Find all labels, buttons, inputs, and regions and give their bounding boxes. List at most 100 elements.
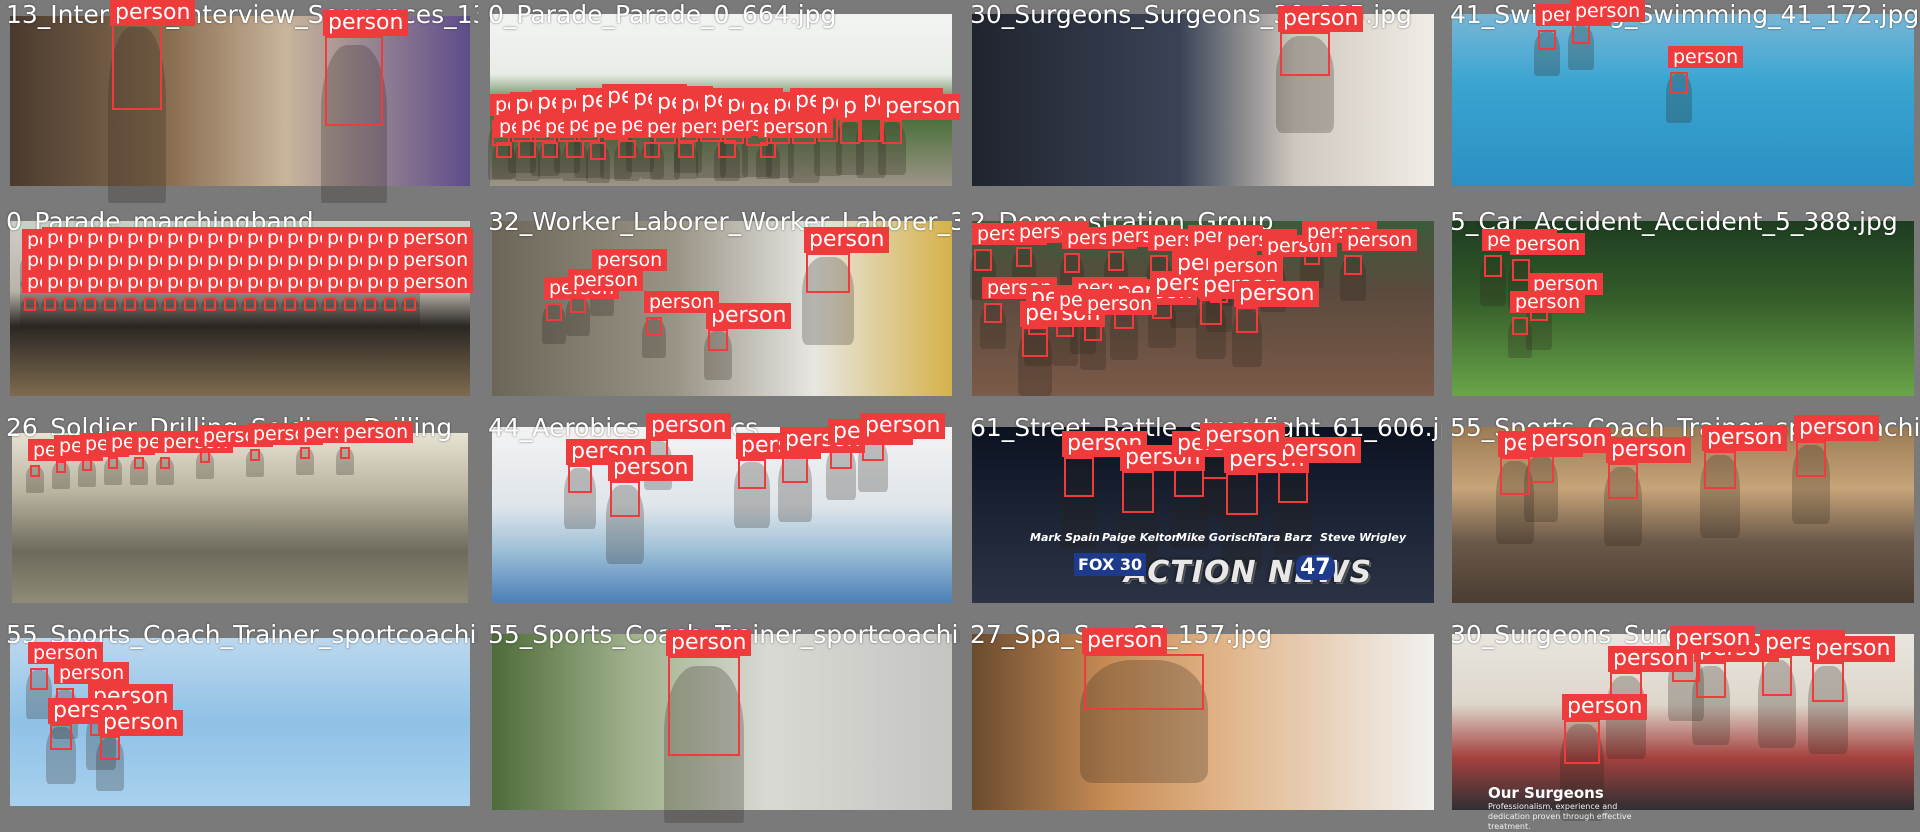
bounding-box (1084, 654, 1204, 710)
bounding-box (100, 736, 120, 760)
tile-filename: 41_Swimming_Swimming_41_172.jpg (1450, 0, 1920, 29)
bounding-box (496, 142, 512, 158)
class-label: person (1562, 694, 1648, 720)
class-label: person (398, 227, 474, 249)
class-label: person (1082, 293, 1158, 315)
bounding-box (344, 297, 356, 311)
class-label: person (646, 413, 732, 439)
bounding-box (1280, 32, 1330, 76)
person-silhouette (1496, 460, 1534, 545)
bounding-box (1500, 457, 1530, 495)
bounding-box (718, 140, 736, 158)
class-label: person (28, 642, 104, 664)
bounding-box (546, 303, 562, 321)
bounding-box (144, 297, 156, 311)
person-silhouette (1604, 466, 1642, 546)
mosaic-tile: 0_Parade_Parade_0_664.jpg person person per… (482, 0, 960, 203)
person-silhouette (802, 257, 854, 345)
person-silhouette (1808, 666, 1848, 754)
class-label: person (48, 698, 134, 724)
bounding-box (134, 457, 144, 469)
bounding-box (1538, 30, 1556, 50)
mosaic-tile: 44_Aerobics_Aerobics person person person pe… (482, 413, 960, 616)
class-label: person (1082, 628, 1168, 654)
bounding-box (1064, 253, 1080, 273)
class-label: person (592, 249, 668, 271)
name-plate: Steve Wrigley (1320, 531, 1407, 544)
bounding-box (384, 297, 396, 311)
bounding-box (164, 297, 176, 311)
mosaic-tile: 55_Sports_Coach_Trainer_sportcoaching_55… (0, 620, 478, 823)
mosaic-tile: 41_Swimming_Swimming_41_172.jpg person per… (1444, 0, 1920, 203)
bounding-box (184, 297, 196, 311)
class-label: person (1200, 423, 1286, 449)
bounding-box (30, 668, 48, 690)
bounding-box (1704, 451, 1736, 489)
person-silhouette (108, 27, 166, 203)
bounding-box (518, 140, 536, 158)
bounding-box (566, 140, 584, 158)
bounding-box (840, 120, 860, 144)
person-silhouette (1758, 660, 1796, 748)
bounding-box (224, 297, 236, 311)
bounding-box (104, 297, 116, 311)
class-label: person (1810, 636, 1896, 662)
class-label: person (758, 116, 834, 138)
mosaic-tile: 61_Street_Battle_streetfight_61_606.jpgp… (964, 413, 1442, 616)
bounding-box (250, 449, 260, 461)
bounding-box (284, 297, 296, 311)
bounding-box (1696, 662, 1726, 698)
mosaic-tile: 26_Soldier_Drilling_Soldiers_Drillingper… (0, 413, 478, 616)
class-label: person (1278, 6, 1364, 32)
class-label: person (1510, 233, 1586, 255)
bounding-box (610, 481, 640, 517)
class-label: person (1526, 427, 1612, 453)
bounding-box (64, 297, 76, 311)
class-label: person (98, 710, 184, 736)
bounding-box (806, 253, 850, 293)
bounding-box (708, 329, 728, 351)
class-label: person (1276, 437, 1362, 463)
class-label: person (666, 630, 752, 656)
bounding-box (1108, 251, 1124, 271)
bounding-box (760, 142, 776, 158)
person-silhouette (1170, 461, 1208, 549)
bounding-box (204, 297, 216, 311)
bounding-box (300, 447, 310, 459)
bounding-box (646, 317, 662, 335)
class-label: person (1702, 425, 1788, 451)
class-label: person (1570, 0, 1646, 22)
surgeons-title: Our Surgeons (1488, 784, 1604, 802)
class-label: person (644, 291, 720, 313)
bounding-box (1564, 720, 1600, 764)
bounding-box (304, 297, 316, 311)
class-label: person (110, 0, 196, 26)
class-label: person (568, 269, 644, 291)
person-silhouette (1118, 475, 1158, 568)
channel-badge: FOX 30 (1074, 553, 1147, 576)
bounding-box (618, 140, 636, 158)
bounding-box (108, 457, 118, 469)
class-label: person (1794, 415, 1880, 441)
mosaic-tile: 30_Surgeons_Surgeons person person person pe… (1444, 620, 1920, 823)
bounding-box (678, 142, 694, 158)
bounding-box (1344, 255, 1362, 275)
class-label: person (338, 421, 414, 443)
bounding-box (1512, 259, 1530, 281)
person-silhouette (1060, 461, 1098, 549)
bounding-box (738, 459, 766, 489)
name-plate: Mike Gorisch (1176, 531, 1256, 544)
bounding-box (1670, 72, 1688, 94)
bounding-box (1484, 255, 1502, 277)
person-silhouette (1080, 659, 1208, 783)
bounding-box (112, 18, 162, 110)
class-label: person (608, 455, 694, 481)
tile-photo (1452, 14, 1914, 186)
bounding-box (1226, 473, 1258, 515)
bounding-box (324, 297, 336, 311)
class-label: person (1208, 255, 1284, 277)
tile-photo (492, 634, 952, 810)
